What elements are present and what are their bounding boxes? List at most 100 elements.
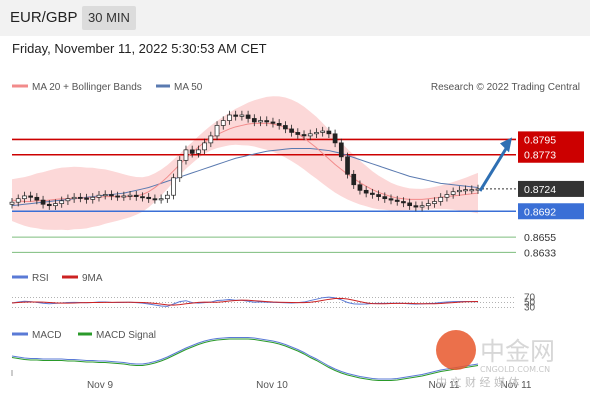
macd-line: [11, 337, 479, 380]
ma50-legend-label: MA 50: [174, 82, 203, 93]
candle-body: [370, 192, 375, 195]
candle-body: [121, 195, 127, 198]
resistance-label-box-0: [518, 131, 584, 148]
candle-body: [15, 198, 21, 203]
candle-body: [457, 189, 462, 193]
timeframe-button[interactable]: 30 MIN: [82, 6, 136, 30]
current-price-box: [518, 180, 584, 197]
candle-body: [71, 196, 77, 200]
candle-body: [363, 189, 369, 194]
target-label-5: 0.8633: [524, 247, 556, 259]
macd-signal-line: [11, 338, 479, 381]
support-label-box-3: [518, 203, 584, 220]
candle-body: [401, 201, 406, 204]
candle-body: [345, 156, 350, 175]
candle-body: [220, 120, 226, 126]
candle-body: [351, 173, 357, 186]
candle-body: [382, 196, 388, 200]
watermark-logo-icon: [436, 330, 476, 370]
candle-body: [77, 196, 83, 199]
candle-body: [146, 196, 152, 200]
candle-body: [407, 202, 413, 207]
source-credit: Research © 2022 Trading Central: [431, 82, 580, 93]
watermark-domain: CNGOLD.COM.CN: [480, 365, 550, 374]
candle-body: [196, 149, 201, 154]
candle-body: [295, 132, 301, 135]
candle-body: [450, 191, 456, 195]
timestamp: Friday, November 11, 2022 5:30:53 AM CET: [12, 41, 267, 56]
candle-body: [40, 199, 46, 205]
candle-body: [413, 205, 419, 208]
rsi-level-label: 30: [524, 303, 536, 314]
candle-body: [444, 194, 450, 198]
candle-body: [9, 201, 15, 205]
candle-body: [115, 195, 120, 198]
candle-body: [251, 118, 257, 123]
candle-body: [357, 184, 363, 191]
candle-body: [127, 194, 133, 197]
candle-body: [164, 194, 170, 200]
candle-body: [90, 196, 96, 200]
macd-signal-legend-label: MACD Signal: [96, 330, 156, 341]
candle-body: [419, 205, 425, 208]
candle-body: [183, 149, 189, 161]
x-tick-label: Nov 11: [429, 380, 460, 391]
candle-body: [133, 194, 139, 197]
candle-body: [264, 120, 270, 123]
candle-body: [208, 135, 214, 144]
candle-body: [152, 198, 158, 201]
x-tick-label: Nov 9: [87, 380, 114, 391]
candle-body: [53, 203, 58, 207]
ma50-line: [11, 147, 479, 207]
candle-body: [338, 142, 344, 158]
candle-body: [320, 130, 326, 133]
candle-body: [189, 149, 195, 154]
ma20-legend-label: MA 20 + Bollinger Bands: [32, 82, 142, 93]
candle-body: [65, 198, 71, 202]
rsi-ma-legend-label: 9MA: [82, 273, 103, 284]
candle-body: [283, 125, 288, 130]
candle-body: [34, 196, 40, 201]
target-label-4: 0.8655: [524, 232, 556, 244]
candle-body: [171, 177, 176, 196]
candle-body: [301, 134, 307, 137]
candle-body: [245, 114, 251, 119]
candle-body: [463, 189, 468, 192]
candle-body: [425, 203, 431, 207]
candle-body: [469, 189, 475, 192]
candle-body: [59, 200, 65, 204]
currency-pair: EUR/GBP: [10, 9, 78, 26]
candle-body: [46, 203, 52, 207]
candle-body: [258, 120, 263, 123]
candle-body: [177, 159, 183, 179]
candle-body: [140, 196, 145, 199]
rsi-level-label: 50: [524, 298, 536, 309]
candle-body: [214, 125, 220, 137]
candle-body: [28, 195, 33, 198]
candle-body: [109, 194, 114, 197]
macd-legend-label: MACD: [32, 330, 61, 341]
projection-arrow-shaft: [478, 144, 510, 192]
candle-body: [233, 114, 239, 117]
candle-body: [239, 114, 245, 117]
projection-arrow-head: [500, 137, 512, 153]
candle-body: [270, 121, 276, 124]
candle-body: [307, 133, 313, 137]
ma20-line: [11, 122, 479, 202]
candle-body: [202, 142, 207, 151]
x-tick-label: Nov 10: [256, 380, 288, 391]
candle-body: [326, 130, 332, 135]
resistance-label-0: 0.8795: [524, 134, 556, 146]
candle-body: [227, 114, 232, 121]
x-tick-label: Nov 11: [501, 380, 532, 391]
candle-body: [388, 198, 394, 201]
watermark-tagline: 中 文 财 经 媒 体: [436, 375, 519, 389]
candle-body: [96, 194, 102, 198]
support-label-3: 0.8692: [524, 206, 556, 218]
candle-body: [376, 194, 381, 197]
candle-body: [276, 122, 282, 126]
bollinger-band-area: [12, 96, 478, 231]
watermark-logo-text: 中金网: [480, 337, 555, 366]
candle-body: [158, 198, 164, 201]
